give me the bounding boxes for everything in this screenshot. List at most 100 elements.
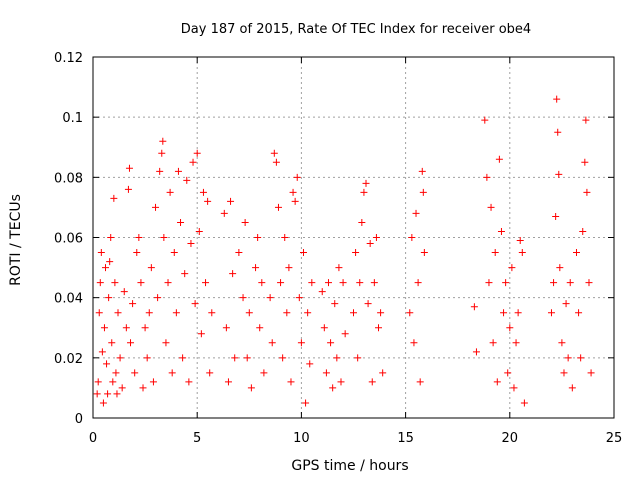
data-point <box>412 209 420 217</box>
data-point <box>481 116 489 124</box>
data-point <box>555 170 563 178</box>
data-point <box>124 185 132 193</box>
data-point <box>283 309 291 317</box>
data-point <box>97 249 105 257</box>
data-point <box>583 188 591 196</box>
data-point <box>274 203 282 211</box>
data-point <box>333 354 341 362</box>
data-point <box>483 173 491 181</box>
data-point <box>281 234 289 241</box>
data-point <box>514 309 522 317</box>
data-point <box>199 188 207 196</box>
axis-ticks <box>92 56 615 419</box>
grid-lines <box>93 57 614 418</box>
data-point <box>122 324 130 332</box>
y-tick-labels: 0 0.02 0.04 0.06 0.08 0.1 0.12 <box>54 51 83 427</box>
x-tick-label: 15 <box>397 431 414 446</box>
data-point <box>227 197 235 205</box>
data-point <box>370 279 378 287</box>
data-point <box>149 378 157 386</box>
data-point <box>245 309 253 317</box>
data-point <box>131 369 139 377</box>
data-point <box>587 369 595 377</box>
data-point <box>302 399 310 407</box>
data-point <box>572 249 580 257</box>
data-point <box>103 360 111 368</box>
data-point <box>295 294 303 302</box>
data-point <box>118 384 126 392</box>
data-point <box>272 158 280 166</box>
data-point <box>268 339 276 347</box>
data-point <box>372 234 380 241</box>
data-point <box>187 240 195 248</box>
y-tick-label: 0.02 <box>54 352 83 367</box>
data-point <box>125 164 133 172</box>
data-point <box>375 324 383 332</box>
data-point <box>293 173 301 181</box>
data-point <box>518 249 526 257</box>
data-point <box>497 227 505 235</box>
data-point <box>516 237 524 245</box>
data-point <box>331 300 339 308</box>
data-point <box>160 234 168 241</box>
data-point <box>159 137 167 145</box>
data-point <box>109 378 117 386</box>
x-tick-labels: 0 5 10 15 20 25 <box>89 431 622 446</box>
data-point <box>566 279 574 287</box>
data-point <box>327 339 335 347</box>
data-point <box>366 240 374 248</box>
data-point <box>337 378 345 386</box>
data-points <box>93 95 595 407</box>
data-point <box>304 309 312 317</box>
data-point <box>99 399 107 407</box>
data-point <box>556 264 564 272</box>
data-point <box>247 384 255 392</box>
y-tick-label: 0.1 <box>62 111 83 126</box>
data-point <box>564 354 572 362</box>
data-point <box>487 203 495 211</box>
data-point <box>277 279 285 287</box>
data-point <box>306 360 314 368</box>
data-point <box>368 378 376 386</box>
x-tick-label: 0 <box>89 431 97 446</box>
data-point <box>202 279 210 287</box>
data-point <box>241 218 249 226</box>
data-point <box>197 330 205 338</box>
data-point <box>137 279 145 287</box>
data-point <box>270 149 278 157</box>
data-point <box>204 197 212 205</box>
data-point <box>547 309 555 317</box>
data-point <box>266 294 274 302</box>
data-point <box>379 369 387 377</box>
data-point <box>364 300 372 308</box>
data-point <box>229 270 237 278</box>
data-point <box>356 279 364 287</box>
data-point <box>410 339 418 347</box>
data-point <box>320 324 328 332</box>
data-point <box>102 264 110 272</box>
data-point <box>164 279 172 287</box>
data-point <box>156 167 164 175</box>
data-point <box>127 339 135 347</box>
data-point <box>416 378 424 386</box>
data-point <box>120 288 128 296</box>
data-point <box>504 369 512 377</box>
data-point <box>191 300 199 308</box>
y-tick-label: 0.12 <box>54 51 83 66</box>
y-tick-label: 0.06 <box>54 232 83 247</box>
chart-title: Day 187 of 2015, Rate Of TEC Index for r… <box>181 22 531 37</box>
data-point <box>408 234 416 241</box>
data-point <box>113 390 121 398</box>
data-point <box>179 354 187 362</box>
data-point <box>512 339 520 347</box>
data-point <box>110 194 118 202</box>
data-point <box>105 294 113 302</box>
data-point <box>172 309 180 317</box>
data-point <box>322 369 330 377</box>
data-point <box>358 218 366 226</box>
data-point <box>133 249 141 257</box>
data-point <box>562 300 570 308</box>
data-point <box>553 95 561 103</box>
data-point <box>341 330 349 338</box>
y-axis-label: ROTI / TECUs <box>8 194 24 286</box>
